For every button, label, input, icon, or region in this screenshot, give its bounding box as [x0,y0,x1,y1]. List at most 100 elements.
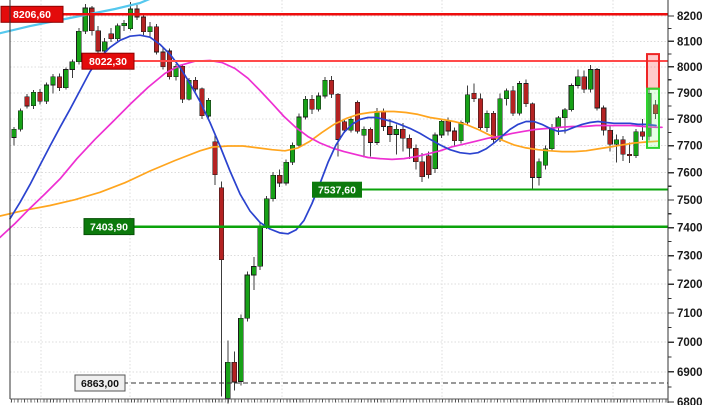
candle-up [568,85,574,110]
candle-up [503,90,510,99]
ma-orange-line [0,110,659,217]
candle-down [413,148,419,163]
candle-up [458,122,464,142]
candle-up [588,69,594,90]
candle-down [490,113,497,141]
candle-down [426,155,432,176]
candle-up [43,84,49,102]
price-axis-label: 8200 [677,11,703,23]
candle-up [76,30,82,63]
candle-down [160,51,166,68]
support-alert-label-box[interactable] [83,218,135,236]
candle-down [620,139,626,155]
price-axis-label: 6900 [677,367,703,379]
candle-up [484,113,490,128]
candle-down [406,137,412,149]
candle-up [270,175,276,199]
candle-down [445,120,451,132]
candle-down [37,92,43,102]
candle-down [341,121,348,131]
target-zones-layer [646,53,660,149]
candlestick-series[interactable] [11,2,659,404]
price-axis-label: 7400 [677,223,703,235]
candle-down [335,93,341,140]
candle-down [510,90,516,114]
candle-down [419,161,425,178]
price-axis-label: 7600 [677,168,703,180]
candle-down [89,7,95,32]
candle-up [102,41,108,52]
candle-down [607,129,613,145]
support-alert-label[interactable]: 7537,60 [318,185,356,197]
candle-up [115,25,121,40]
support-alert-label-box[interactable] [312,181,362,198]
resistance-alert-label-box[interactable] [0,5,64,23]
candle-up [244,274,250,319]
candle-up [251,266,257,276]
candle-up [549,127,555,150]
lower-entry-zone[interactable] [646,87,660,149]
candle-up [11,128,17,138]
candle-down [400,128,406,139]
upper-target-zone[interactable] [646,53,660,90]
candle-down [581,76,587,90]
resistance-alert-label[interactable]: 8022,30 [89,56,127,68]
price-axis-label: 7200 [677,279,703,291]
candle-up [315,95,322,110]
price-axis-label: 7900 [677,88,703,100]
candle-down [141,16,147,32]
moving-averages-layer [0,0,663,239]
candle-up [289,144,296,163]
reference-level-label[interactable]: 6863,00 [81,378,119,390]
candle-down [601,107,607,131]
candle-up [361,128,367,136]
support-alert-label[interactable]: 7403,90 [90,221,128,233]
ma-magenta-line [0,59,663,239]
candle-up [82,7,88,32]
price-axis-label: 7800 [677,114,703,126]
price-lines-layer [10,13,668,384]
candle-down [231,361,237,383]
candle-up [562,109,568,119]
candle-down [154,26,160,53]
candle-up [613,139,620,145]
candle-up [63,69,69,88]
candle-down [639,131,646,137]
candle-down [529,103,535,178]
candle-down [451,130,458,142]
candle-up [283,162,289,184]
reference-level-label-box[interactable] [74,374,126,392]
price-axis-label: 8000 [677,62,703,74]
candle-up [264,198,270,227]
candle-down [277,175,283,184]
candle-down [56,76,62,88]
candle-up [225,361,231,399]
resistance-alert-label[interactable]: 8206,60 [13,9,51,21]
candle-down [309,99,315,110]
axes-layer: 8200 8100 8000 7900 7800 7700 7600 7500 7400 7300… [9,0,703,405]
candle-up [302,99,309,118]
candle-down [95,30,101,52]
candle-up [393,128,399,135]
candle-down [477,98,484,128]
candle-up [516,83,522,114]
candle-up [439,120,445,136]
candle-down [192,80,199,90]
candle-up [69,61,75,70]
candle-down [471,93,477,99]
candle-up [17,110,24,130]
candle-up [555,117,561,128]
price-labels-layer: 8206,60 8022,30 7537,60 7403,90 6863,00 [0,5,362,392]
price-axis-label: 7100 [677,308,703,320]
price-axis-label: 7000 [677,337,703,349]
candle-down [354,102,361,132]
candle-down [367,128,374,143]
candle-up [374,110,380,143]
resistance-alert-label-box[interactable] [81,52,135,70]
candle-down [387,126,393,135]
candle-down [523,83,529,105]
candle-up [30,92,37,107]
candle-down [179,66,186,100]
candle-up [128,8,134,29]
